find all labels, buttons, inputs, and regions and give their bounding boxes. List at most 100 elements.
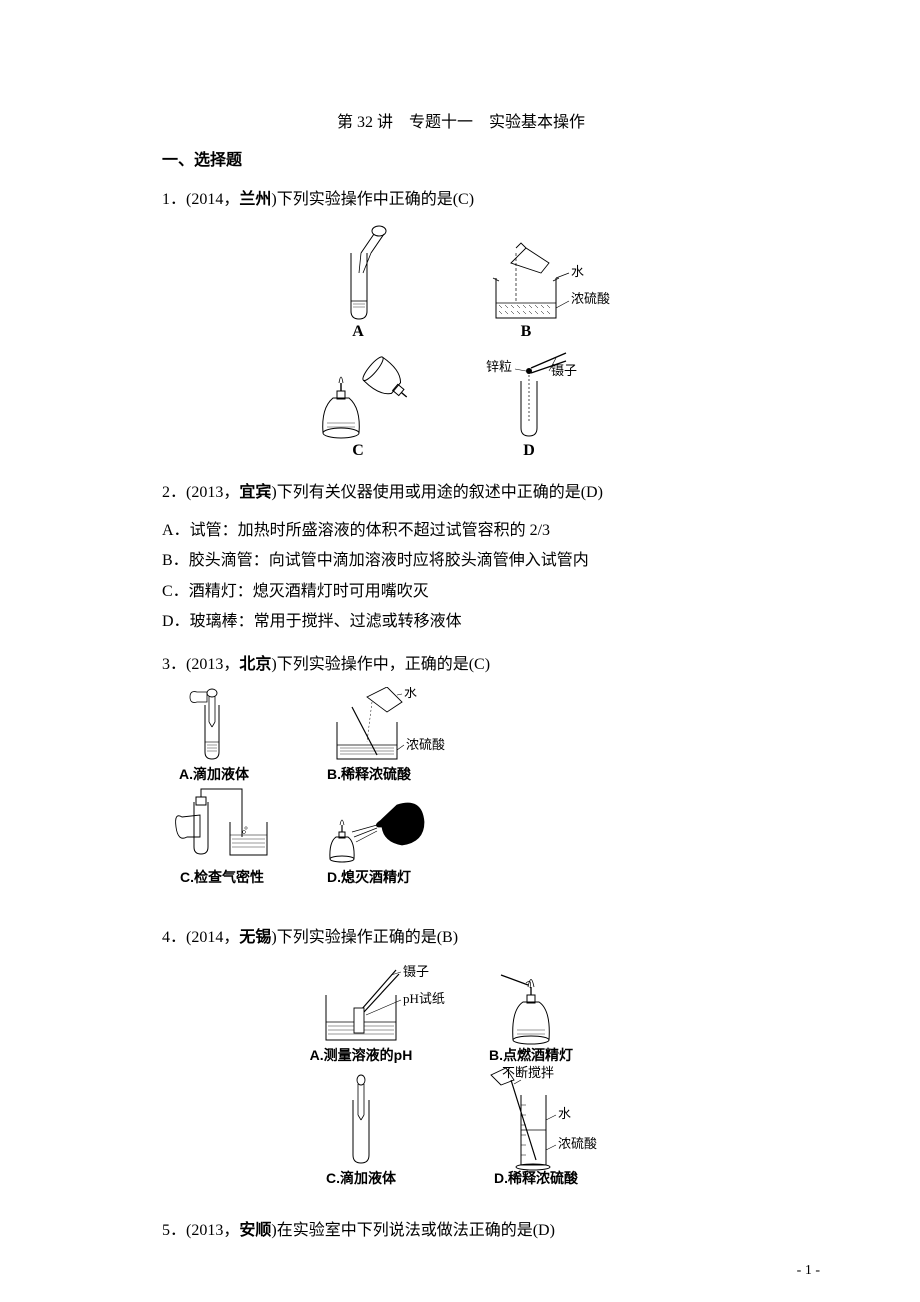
figure-q4: 镊子 pH试纸 A.测量溶液的pH B.点燃酒精灯 C.滴加液体 xyxy=(162,960,760,1204)
q5-city: 安顺 xyxy=(239,1222,271,1239)
fig4-label-d: D.稀释浓硫酸 xyxy=(494,1170,579,1186)
fig4-label-b: B.点燃酒精灯 xyxy=(489,1047,573,1063)
fig4-label-a: A.测量溶液的pH xyxy=(310,1047,413,1063)
figure-q3-svg: A.滴加液体 水 浓硫酸 B.稀释浓硫酸 xyxy=(172,687,462,902)
q2-number: 2 xyxy=(162,484,170,501)
fig4-label-c: C.滴加液体 xyxy=(326,1170,397,1186)
q2-choice-d: D．玻璃棒：常用于搅拌、过滤或转移液体 xyxy=(162,607,760,637)
q4-city: 无锡 xyxy=(239,929,271,946)
q3-answer: (C) xyxy=(469,656,490,673)
q2-choices: A．试管：加热时所盛溶液的体积不超过试管容积的 2/3 B．胶头滴管：向试管中滴… xyxy=(162,516,760,638)
question-3: 3．(2013，北京)下列实验操作中，正确的是(C) xyxy=(162,652,760,678)
fig4-panel-d: 不断搅拌 水 浓硫酸 D.稀释浓硫酸 xyxy=(491,1065,597,1186)
fig4-a-forceps: 镊子 xyxy=(403,964,429,979)
q2-a-text: 试管：加热时所盛溶液的体积不超过试管容积的 2/3 xyxy=(190,522,550,539)
fig4-d-h2so4: 浓硫酸 xyxy=(558,1136,597,1151)
q2-b-text: 胶头滴管：向试管中滴加溶液时应将胶头滴管伸入试管内 xyxy=(189,552,589,569)
fig1-label-a: A xyxy=(352,323,364,340)
q2-comma: ， xyxy=(223,484,239,501)
fig1-panel-c: C xyxy=(323,354,417,458)
fig1-panel-b: 水 浓硫酸 B xyxy=(493,243,610,340)
title-pre: 第 xyxy=(337,114,357,131)
q1-answer: (C) xyxy=(453,191,474,208)
q2-city: 宜宾 xyxy=(239,484,271,501)
q3-comma: ， xyxy=(223,656,239,673)
question-2: 2．(2013，宜宾)下列有关仪器使用或用途的叙述中正确的是(D) xyxy=(162,480,760,506)
fig1-label-b: B xyxy=(521,323,532,340)
fig3-panel-c: C.检查气密性 xyxy=(176,789,267,885)
q2-answer: (D) xyxy=(581,484,603,501)
q4-comma: ， xyxy=(223,929,239,946)
question-5: 5．(2013，安顺)在实验室中下列说法或做法正确的是(D) xyxy=(162,1218,760,1244)
figure-q1: A 水 浓硫酸 B xyxy=(162,223,760,467)
q4-number: 4 xyxy=(162,929,170,946)
q2-b-label: B． xyxy=(162,552,189,569)
q1-stem: 下列实验操作中正确的是 xyxy=(277,191,453,208)
q4-answer: (B) xyxy=(437,929,458,946)
q1-comma: ， xyxy=(223,191,239,208)
q2-c-label: C． xyxy=(162,583,189,600)
q3-stem: 下列实验操作中，正确的是 xyxy=(277,656,469,673)
q4-stem: 下列实验操作正确的是 xyxy=(277,929,437,946)
lecture-title: 第 32 讲 专题十一 实验基本操作 xyxy=(162,110,760,136)
q3-number: 3 xyxy=(162,656,170,673)
q2-d-text: 玻璃棒：常用于搅拌、过滤或转移液体 xyxy=(190,613,462,630)
figure-q4-svg: 镊子 pH试纸 A.测量溶液的pH B.点燃酒精灯 C.滴加液体 xyxy=(296,960,626,1195)
q4-year: 2014 xyxy=(191,929,223,946)
fig1-d-zn: 锌粒 xyxy=(486,359,512,374)
fig3-label-c: C.检查气密性 xyxy=(180,869,264,885)
title-mid: 讲 专题十一 实验基本操作 xyxy=(373,114,585,131)
q2-choice-a: A．试管：加热时所盛溶液的体积不超过试管容积的 2/3 xyxy=(162,516,760,546)
fig1-b-h2so4: 浓硫酸 xyxy=(571,291,610,306)
q1-city: 兰州 xyxy=(239,191,271,208)
q1-number: 1 xyxy=(162,191,170,208)
fig3-label-b: B.稀释浓硫酸 xyxy=(327,766,412,782)
fig4-panel-b: B.点燃酒精灯 xyxy=(489,975,573,1063)
fig1-panel-d: 锌粒 镊子 D xyxy=(486,353,577,458)
q3-city: 北京 xyxy=(239,656,271,673)
fig4-d-stir: 不断搅拌 xyxy=(502,1065,554,1080)
q1-year: 2014 xyxy=(191,191,223,208)
fig4-panel-c: C.滴加液体 xyxy=(326,1075,397,1186)
fig4-a-ph: pH试纸 xyxy=(403,991,445,1006)
q2-dot: ． xyxy=(170,484,186,501)
fig1-panel-a: A xyxy=(351,226,386,340)
fig3-panel-a: A.滴加液体 xyxy=(179,689,250,782)
q2-year: 2013 xyxy=(191,484,223,501)
q4-dot: ． xyxy=(170,929,186,946)
fig3-b-water: 水 xyxy=(404,687,417,700)
fig3-panel-b: 水 浓硫酸 B.稀释浓硫酸 xyxy=(327,687,445,782)
q5-dot: ． xyxy=(170,1222,186,1239)
q2-choice-c: C．酒精灯：熄灭酒精灯时可用嘴吹灭 xyxy=(162,577,760,607)
fig1-d-forceps: 镊子 xyxy=(551,363,577,378)
fig3-b-h2so4: 浓硫酸 xyxy=(406,737,445,752)
figure-q1-svg: A 水 浓硫酸 B xyxy=(301,223,621,458)
q5-comma: ， xyxy=(223,1222,239,1239)
fig3-label-a: A.滴加液体 xyxy=(179,766,250,782)
figure-q3: A.滴加液体 水 浓硫酸 B.稀释浓硫酸 xyxy=(172,687,760,911)
question-1: 1．(2014，兰州)下列实验操作中正确的是(C) xyxy=(162,187,760,213)
fig1-b-water: 水 xyxy=(571,264,584,279)
q1-dot: ． xyxy=(170,191,186,208)
q2-c-text: 酒精灯：熄灭酒精灯时可用嘴吹灭 xyxy=(189,583,429,600)
fig4-panel-a: 镊子 pH试纸 A.测量溶液的pH xyxy=(310,964,445,1063)
fig1-label-c: C xyxy=(352,442,364,458)
title-num: 32 xyxy=(357,114,373,131)
fig3-panel-d: D.熄灭酒精灯 xyxy=(327,803,424,885)
fig1-label-d: D xyxy=(523,442,535,458)
fig4-d-water: 水 xyxy=(558,1106,571,1121)
fig3-label-d: D.熄灭酒精灯 xyxy=(327,869,411,885)
q3-dot: ． xyxy=(170,656,186,673)
section-1-header: 一、选择题 xyxy=(162,148,760,174)
q3-year: 2013 xyxy=(191,656,223,673)
q2-a-label: A． xyxy=(162,522,190,539)
q5-stem: 在实验室中下列说法或做法正确的是 xyxy=(277,1222,533,1239)
question-4: 4．(2014，无锡)下列实验操作正确的是(B) xyxy=(162,925,760,951)
q2-d-label: D． xyxy=(162,613,190,630)
q5-answer: (D) xyxy=(533,1222,555,1239)
q2-choice-b: B．胶头滴管：向试管中滴加溶液时应将胶头滴管伸入试管内 xyxy=(162,546,760,576)
q5-number: 5 xyxy=(162,1222,170,1239)
q2-stem: 下列有关仪器使用或用途的叙述中正确的是 xyxy=(277,484,581,501)
page-number: - 1 - xyxy=(797,1260,820,1282)
q5-year: 2013 xyxy=(191,1222,223,1239)
